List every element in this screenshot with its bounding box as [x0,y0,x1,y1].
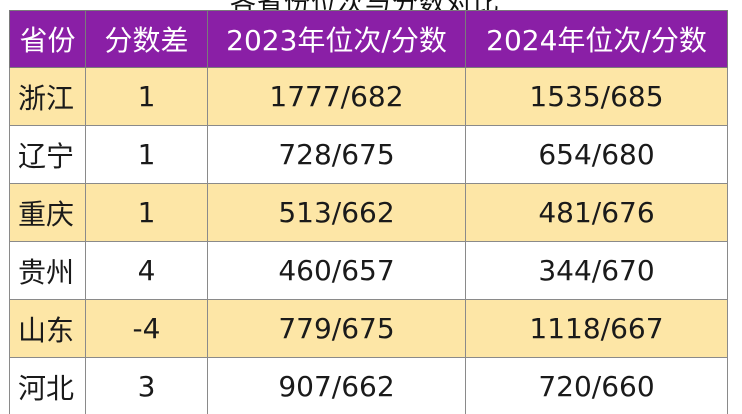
table-row: 辽宁 1 728/675 654/680 [9,125,728,184]
cell-2023: 907/662 [207,357,466,414]
table-header: 省份 分数差 2023年位次/分数 2024年位次/分数 [9,10,728,68]
cell-province: 浙江 [9,67,86,126]
header-score-diff: 分数差 [85,10,208,68]
cell-2024: 344/670 [465,241,728,300]
cell-2024: 1535/685 [465,67,728,126]
cell-province: 重庆 [9,183,86,242]
cell-diff: 3 [85,357,208,414]
cell-province: 河北 [9,357,86,414]
table-body: 浙江 1 1777/682 1535/685 辽宁 1 728/675 654/… [9,67,728,414]
table-row: 浙江 1 1777/682 1535/685 [9,67,728,126]
header-province: 省份 [9,10,86,68]
comparison-table: 省份 分数差 2023年位次/分数 2024年位次/分数 浙江 1 1777/6… [9,10,728,414]
cell-2024: 720/660 [465,357,728,414]
cell-diff: -4 [85,299,208,358]
cell-diff: 4 [85,241,208,300]
cell-province: 山东 [9,299,86,358]
cell-2023: 460/657 [207,241,466,300]
table-row: 贵州 4 460/657 344/670 [9,241,728,300]
cell-province: 贵州 [9,241,86,300]
cell-province: 辽宁 [9,125,86,184]
cell-diff: 1 [85,125,208,184]
table-row: 河北 3 907/662 720/660 [9,357,728,414]
header-2024: 2024年位次/分数 [465,10,728,68]
table-row: 重庆 1 513/662 481/676 [9,183,728,242]
header-2023: 2023年位次/分数 [207,10,466,68]
cell-2023: 1777/682 [207,67,466,126]
cell-diff: 1 [85,183,208,242]
cell-2023: 728/675 [207,125,466,184]
cropped-title-text: 各省份位次与分数对比 [230,0,500,10]
cell-2024: 481/676 [465,183,728,242]
cell-2023: 513/662 [207,183,466,242]
cropped-title: 各省份位次与分数对比 [0,0,742,10]
cell-diff: 1 [85,67,208,126]
cell-2024: 654/680 [465,125,728,184]
cell-2023: 779/675 [207,299,466,358]
header-row: 省份 分数差 2023年位次/分数 2024年位次/分数 [9,10,728,68]
table-row: 山东 -4 779/675 1118/667 [9,299,728,358]
cell-2024: 1118/667 [465,299,728,358]
